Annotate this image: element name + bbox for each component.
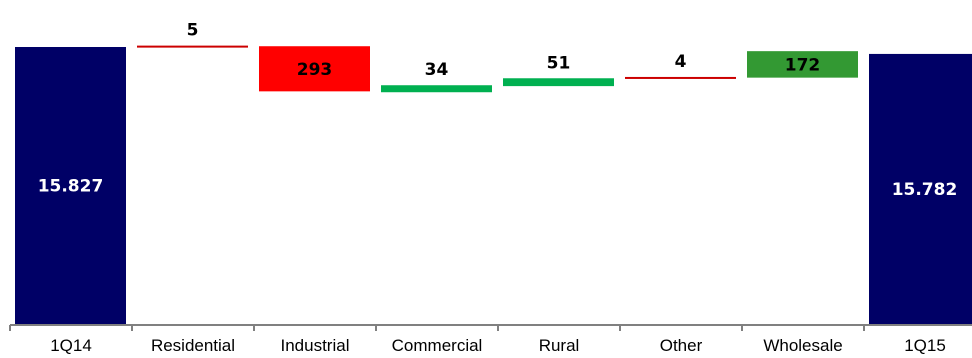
data-label: 15.782 bbox=[892, 180, 958, 200]
x-tick-label: Commercial bbox=[392, 336, 483, 355]
bar-commercial bbox=[381, 85, 492, 93]
x-tick-label: 1Q14 bbox=[50, 336, 92, 355]
data-label: 34 bbox=[425, 60, 449, 80]
data-label: 293 bbox=[297, 60, 333, 80]
bar-industrial bbox=[259, 46, 370, 92]
data-label: 51 bbox=[547, 53, 571, 73]
x-tick-label: Rural bbox=[539, 336, 580, 355]
x-tick-label: Industrial bbox=[281, 336, 350, 355]
bar-residential bbox=[137, 45, 248, 48]
bar-1q14 bbox=[15, 47, 126, 324]
bar-1q15 bbox=[869, 53, 972, 325]
data-label: 4 bbox=[675, 52, 687, 72]
bar-wholesale bbox=[747, 51, 858, 78]
x-tick-label: Wholesale bbox=[763, 336, 842, 355]
bar-other bbox=[625, 76, 736, 79]
data-label: 172 bbox=[785, 55, 821, 75]
data-label: 5 bbox=[187, 21, 199, 41]
data-label: 15.827 bbox=[38, 177, 104, 197]
x-tick-label: Other bbox=[660, 336, 703, 355]
bar-rural bbox=[503, 78, 614, 87]
x-tick-label: 1Q15 bbox=[904, 336, 946, 355]
x-tick-label: Residential bbox=[151, 336, 235, 355]
